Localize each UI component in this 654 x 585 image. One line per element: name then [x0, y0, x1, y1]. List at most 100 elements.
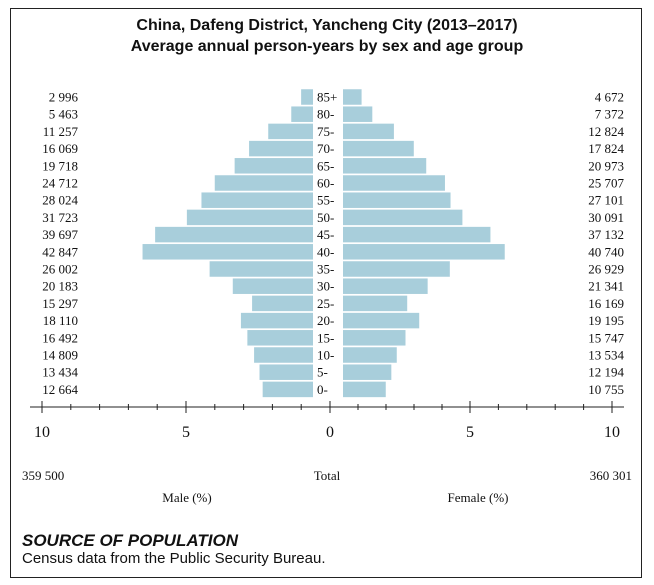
age-label-10: 35- [317, 262, 334, 277]
bar-female-11 [343, 278, 428, 294]
age-label-9: 40- [317, 244, 334, 259]
total-female: 360 301 [590, 468, 632, 483]
chart-frame [10, 8, 642, 578]
female-count-10: 26 929 [588, 262, 624, 277]
age-label-5: 60- [317, 176, 334, 191]
male-count-5: 24 712 [42, 176, 78, 191]
bar-male-15 [254, 347, 313, 363]
female-count-3: 17 824 [588, 141, 624, 156]
x-axis-label-male: Male (%) [162, 490, 211, 505]
bar-female-0 [343, 89, 362, 105]
female-count-labels: 4 672 7 372 12 824 17 824 20 973 25 707 27 101… [588, 90, 624, 397]
male-count-3: 16 069 [42, 141, 78, 156]
bar-male-11 [232, 278, 313, 294]
x-axis-major-ticks [41, 401, 613, 413]
male-count-labels: 2 996 5 463 11 257 16 069 19 718 24 712 28 024… [42, 90, 78, 397]
age-label-17: 0- [317, 382, 328, 397]
male-count-15: 14 809 [42, 348, 78, 363]
female-count-7: 30 091 [588, 210, 624, 225]
tick-label-4: 10 [604, 424, 620, 441]
bar-female-13 [343, 312, 420, 329]
chart-subtitle: Average annual person-years by sex and a… [131, 38, 524, 55]
male-count-9: 42 847 [42, 244, 78, 259]
bar-male-5 [214, 175, 313, 191]
age-label-12: 25- [317, 296, 334, 311]
female-count-9: 40 740 [588, 244, 624, 259]
tick-label-0: 10 [34, 424, 50, 441]
female-count-0: 4 672 [595, 90, 624, 105]
male-count-13: 18 110 [43, 313, 78, 328]
bar-female-4 [343, 158, 427, 174]
bar-male-2 [268, 123, 313, 140]
age-label-3: 70- [317, 141, 334, 156]
x-axis-minor-ticks [70, 404, 585, 410]
bar-female-16 [343, 364, 392, 380]
age-label-8: 45- [317, 227, 334, 242]
bar-female-17 [343, 381, 386, 398]
bar-male-12 [252, 295, 313, 312]
total-label: Total [314, 468, 341, 483]
bar-male-1 [291, 106, 313, 122]
age-label-11: 30- [317, 279, 334, 294]
female-count-1: 7 372 [595, 107, 624, 122]
total-male: 359 500 [22, 468, 64, 483]
male-count-17: 12 664 [42, 382, 78, 397]
tick-label-2: 0 [326, 424, 334, 441]
bar-female-3 [343, 140, 414, 157]
age-label-4: 65- [317, 158, 334, 173]
age-label-2: 75- [317, 124, 334, 139]
x-axis-tick-labels: 10 5 0 5 10 [34, 424, 620, 441]
bar-male-6 [201, 192, 313, 208]
age-group-labels: 85+ 80- 75- 70- 65- 60- 55- 50- 45- 40- 35- 30- 25- 2… [317, 90, 337, 397]
age-label-1: 80- [317, 107, 334, 122]
female-count-8: 37 132 [588, 227, 624, 242]
bar-female-8 [343, 226, 491, 243]
bar-female-5 [343, 175, 445, 191]
male-count-7: 31 723 [42, 210, 78, 225]
age-label-6: 55- [317, 193, 334, 208]
bar-male-4 [234, 158, 313, 174]
female-count-13: 19 195 [588, 313, 624, 328]
male-count-14: 16 492 [42, 330, 78, 345]
age-label-15: 10- [317, 348, 334, 363]
female-count-4: 20 973 [588, 158, 624, 173]
female-count-16: 12 194 [588, 365, 624, 380]
bar-male-10 [209, 261, 313, 277]
age-label-7: 50- [317, 210, 334, 225]
female-count-12: 16 169 [588, 296, 624, 311]
bar-male-8 [155, 226, 313, 243]
male-count-10: 26 002 [42, 262, 78, 277]
age-label-13: 20- [317, 313, 334, 328]
male-count-16: 13 434 [42, 365, 78, 380]
age-label-16: 5- [317, 365, 328, 380]
bar-male-9 [142, 244, 313, 260]
bar-male-3 [249, 140, 313, 157]
age-label-14: 15- [317, 330, 334, 345]
source-title: SOURCE OF POPULATION [22, 531, 238, 550]
male-count-12: 15 297 [42, 296, 78, 311]
male-bars [142, 89, 313, 398]
male-count-1: 5 463 [49, 107, 78, 122]
bar-male-0 [301, 89, 313, 105]
bar-female-2 [343, 123, 394, 140]
bar-female-12 [343, 295, 408, 312]
male-count-6: 28 024 [42, 193, 78, 208]
age-label-0: 85+ [317, 90, 337, 105]
female-count-11: 21 341 [588, 279, 624, 294]
female-count-17: 10 755 [588, 382, 624, 397]
bar-male-16 [259, 364, 313, 380]
bar-female-14 [343, 330, 406, 346]
female-bars [343, 89, 505, 398]
bar-male-7 [186, 209, 313, 226]
male-count-8: 39 697 [42, 227, 78, 242]
bar-female-15 [343, 347, 397, 363]
bar-male-14 [247, 330, 313, 346]
bar-female-1 [343, 106, 373, 122]
chart-title: China, Dafeng District, Yancheng City (2… [136, 17, 517, 34]
male-count-4: 19 718 [42, 158, 78, 173]
tick-label-3: 5 [466, 424, 474, 441]
source-note: SOURCE OF POPULATION Census data from th… [22, 532, 326, 568]
tick-label-1: 5 [182, 424, 190, 441]
female-count-5: 25 707 [588, 176, 624, 191]
